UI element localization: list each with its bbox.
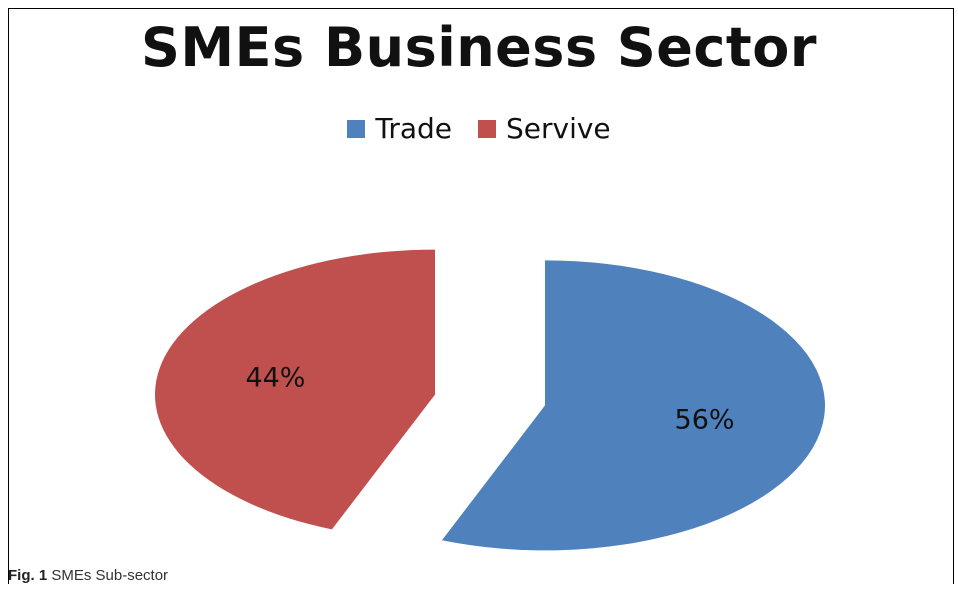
pie-slice-servive (154, 249, 435, 530)
chart-title: SMEs Business Sector (141, 16, 817, 79)
legend-label-servive: Servive (506, 112, 611, 145)
legend-label-trade: Trade (375, 112, 452, 145)
legend-item-trade: Trade (347, 112, 452, 145)
pie-label-trade: 56% (675, 405, 735, 436)
pie-label-servive: 44% (245, 362, 305, 393)
chart-legend: Trade Servive (0, 112, 958, 145)
figure-caption-text: SMEs Sub-sector (51, 567, 169, 584)
figure-caption: Fig. 1 SMEs Sub-sector (8, 566, 168, 586)
pie-slice-trade (441, 260, 826, 551)
legend-swatch-trade (347, 119, 366, 138)
legend-swatch-servive (478, 119, 496, 138)
figure-number: Fig. 1 (8, 567, 48, 584)
chart-frame (8, 8, 954, 584)
legend-item-servive: Servive (478, 112, 611, 145)
